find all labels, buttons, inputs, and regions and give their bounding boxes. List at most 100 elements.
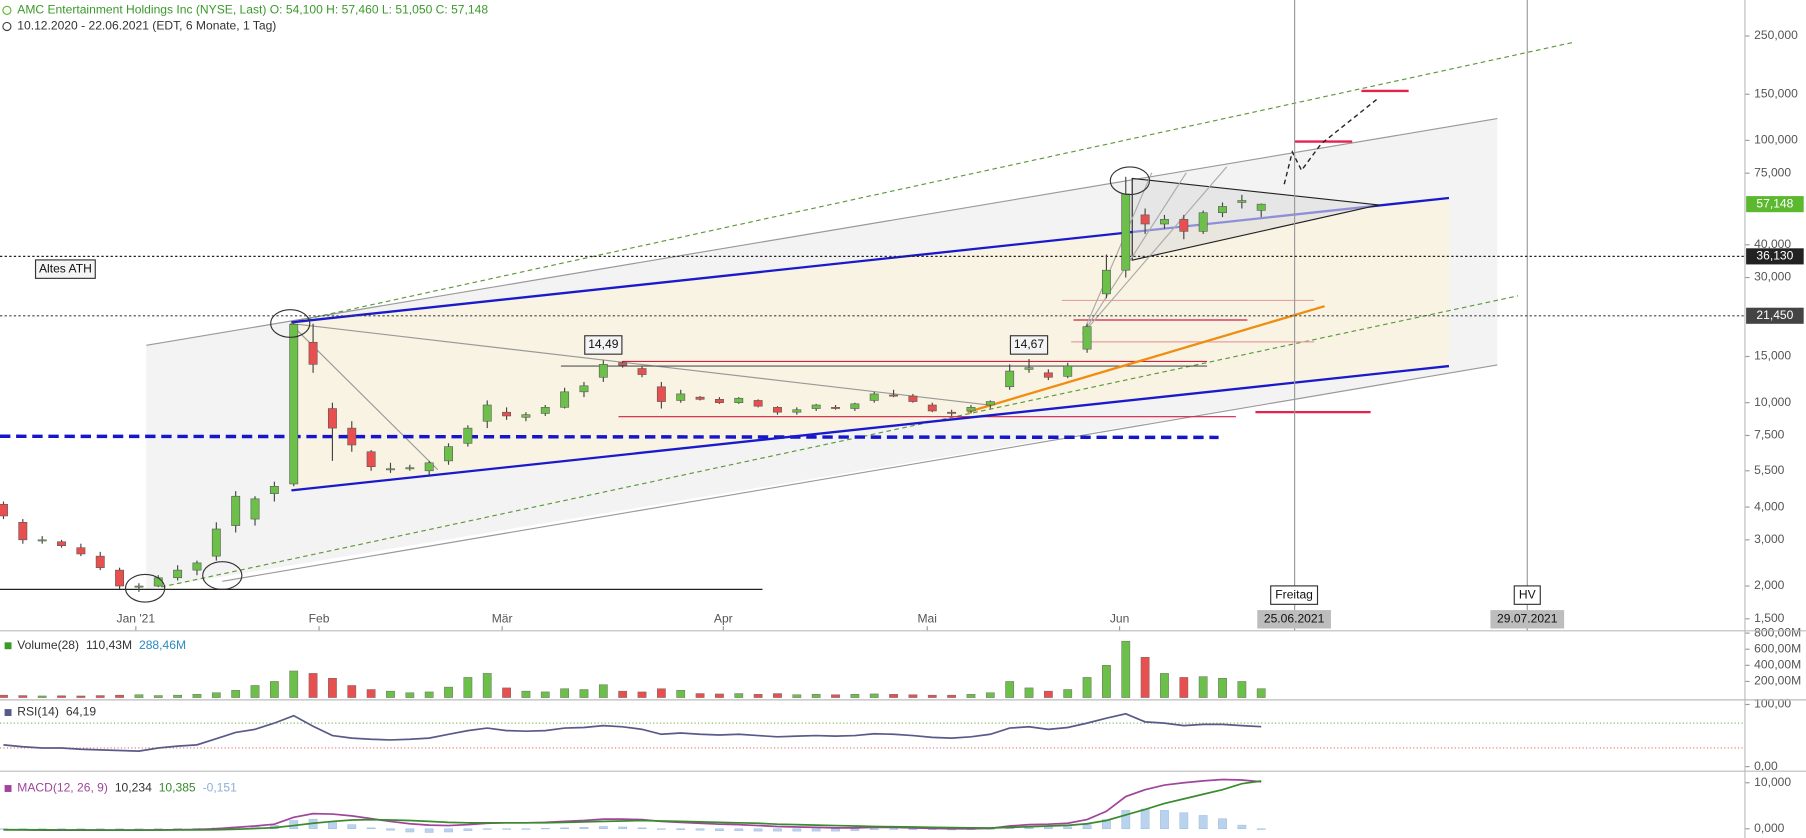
candle-body	[231, 495, 241, 526]
volume-bar	[211, 692, 221, 698]
candle-body	[405, 467, 415, 470]
volume-bar	[1121, 640, 1131, 698]
rsi-line	[3, 712, 1262, 752]
candle-body	[1043, 372, 1053, 378]
price-label-box	[1746, 307, 1804, 324]
date-box	[1257, 610, 1331, 629]
volume-bar	[76, 695, 86, 698]
candle-body	[811, 404, 821, 409]
macd-histogram-bar	[618, 826, 628, 830]
legend-text: MACD(12, 26, 9)	[17, 781, 108, 795]
macd-histogram-bar	[1160, 810, 1169, 830]
macd-histogram-bar	[695, 828, 705, 831]
candle-body	[560, 391, 570, 408]
volume-bar	[95, 695, 105, 698]
y-tick-label: 10,000	[1754, 395, 1791, 409]
volume-bar	[831, 694, 840, 698]
volume-bar	[482, 673, 492, 698]
macd-histogram-bar	[579, 827, 589, 830]
candle-body	[1101, 269, 1111, 295]
macd-histogram-bar	[792, 828, 802, 832]
volume-bar	[889, 694, 898, 698]
trend-line	[290, 322, 991, 406]
highlight-ellipse	[124, 573, 166, 603]
candle-body	[95, 555, 105, 568]
candle-body	[1082, 326, 1092, 350]
y-tick-label: 7,500	[1754, 428, 1785, 442]
annotation-box	[34, 259, 96, 279]
highlights	[124, 166, 1151, 603]
candle-body	[1256, 203, 1266, 211]
macd-histogram-bar	[1082, 824, 1092, 830]
volume-bar	[598, 684, 608, 698]
macd-histogram-bar	[1179, 812, 1189, 830]
candle-body	[115, 569, 125, 587]
volume-bar	[618, 690, 628, 698]
candle-body	[1160, 219, 1169, 225]
macd-histogram-bar	[656, 828, 666, 830]
symbol-icon	[2, 5, 12, 15]
volume-bar	[695, 693, 705, 698]
volume-bar	[270, 681, 279, 698]
x-tick-label: Jun	[1110, 611, 1129, 625]
volume-bar	[908, 694, 918, 698]
volume-bar	[386, 690, 395, 698]
macd-histogram-bar	[1102, 819, 1111, 830]
price-label: 57,148	[1756, 196, 1793, 210]
dashed-level	[0, 434, 1219, 440]
volume-bar	[792, 694, 802, 698]
candle-body	[269, 486, 279, 494]
date-note: HV	[1519, 587, 1536, 601]
volume-bar	[773, 693, 782, 698]
macd-histogram-bar	[463, 828, 473, 831]
volume-bar	[347, 685, 357, 698]
volume-bar	[424, 691, 434, 698]
annotation: Altes ATH	[39, 261, 92, 275]
candle-body	[37, 539, 47, 542]
volume-bar	[444, 686, 453, 698]
y-tick-label: 2,000	[1754, 578, 1785, 592]
macd-histogram-bar	[598, 826, 608, 830]
trend-line	[146, 117, 1498, 346]
y-tick-label: 10,000	[1754, 775, 1791, 789]
macd-histogram-bar	[637, 827, 647, 830]
trend-line	[161, 295, 1519, 588]
volume-bar	[656, 688, 666, 698]
candle-body	[831, 407, 840, 409]
y-tick-label: 15,000	[1754, 349, 1791, 363]
y-tick-label: 250,000	[1754, 28, 1798, 42]
annotation: 14,49	[588, 337, 619, 351]
legend-text: Volume(28)	[17, 638, 79, 652]
channel-line	[291, 364, 1450, 492]
candle-body	[57, 541, 66, 546]
volume-bar	[405, 692, 415, 698]
y-tick-label: 75,000	[1754, 165, 1791, 179]
candle-body	[173, 569, 183, 579]
volume-bar	[192, 694, 202, 698]
macd-histogram-bar	[676, 828, 686, 830]
y-tick-label: 150,000	[1754, 86, 1798, 100]
candle-body	[482, 404, 492, 422]
volume-bar	[753, 694, 763, 698]
candle-body	[618, 362, 628, 366]
fan-line	[1082, 172, 1153, 335]
volume-bar	[289, 670, 299, 698]
legend-text: 110,43M	[86, 638, 132, 652]
volume-bar	[811, 694, 821, 698]
macd-histogram-bar	[1237, 824, 1247, 830]
candle-body	[985, 401, 995, 406]
candle-body	[540, 407, 550, 414]
macd-histogram-bar	[521, 828, 531, 830]
candle-body	[714, 399, 724, 403]
volume-bar	[521, 690, 531, 698]
volume-bar	[1063, 689, 1073, 698]
volume-bar	[540, 691, 550, 698]
macd-histogram-bar	[753, 828, 763, 832]
volume-bar	[869, 693, 879, 698]
macd-histogram-bar	[1063, 826, 1073, 830]
highlight-ellipse	[202, 561, 243, 590]
candle-body	[869, 393, 879, 401]
volume-bar	[231, 690, 241, 698]
candle-body	[908, 395, 918, 402]
